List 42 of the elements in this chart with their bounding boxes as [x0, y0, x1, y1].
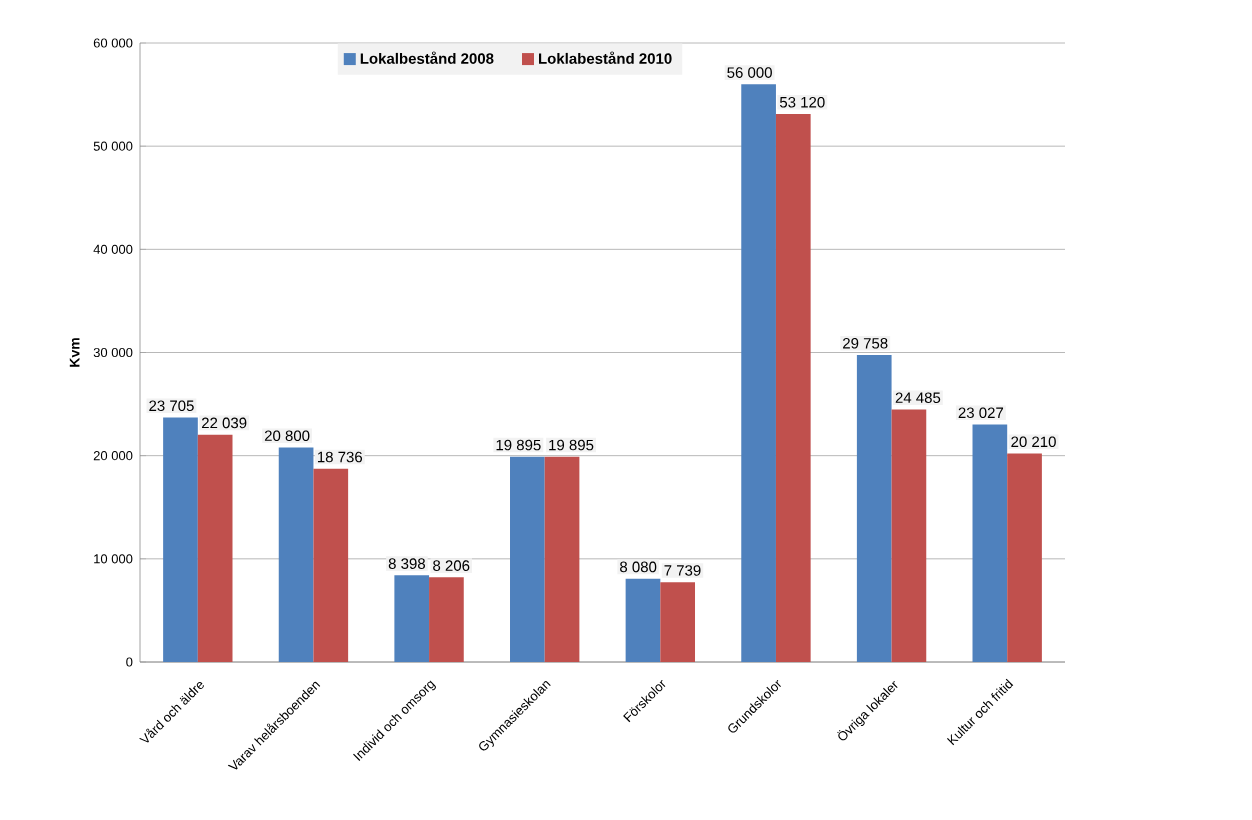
y-tick-label: 0 — [126, 657, 133, 667]
y-axis-title: Kvm — [69, 338, 80, 367]
data-label: 23 705 — [149, 400, 194, 412]
bar — [197, 434, 233, 662]
bar — [429, 577, 464, 662]
data-label: 20 210 — [1011, 436, 1056, 448]
data-label: 8 398 — [388, 558, 425, 569]
bar — [972, 424, 1008, 662]
data-label: 8 080 — [620, 561, 657, 573]
data-label: 19 895 — [549, 439, 594, 451]
data-label: 8 206 — [433, 560, 470, 571]
bar — [163, 417, 198, 662]
data-label: 53 120 — [779, 96, 825, 108]
data-label: 22 039 — [201, 417, 247, 429]
bar — [856, 355, 892, 662]
data-label: 23 027 — [958, 407, 1004, 419]
bar — [510, 456, 545, 662]
bar — [544, 456, 580, 662]
data-label: 56 000 — [727, 67, 772, 78]
bar — [775, 113, 811, 662]
y-tick-label: 10 000 — [94, 554, 133, 564]
bar — [741, 84, 776, 662]
y-tick-label: 40 000 — [93, 244, 133, 254]
data-label: 18 736 — [317, 451, 363, 463]
bar — [394, 575, 430, 662]
bar — [660, 582, 696, 662]
y-tick-label: 60 000 — [93, 38, 133, 48]
data-label: 20 800 — [264, 430, 310, 442]
data-label: 7 739 — [664, 565, 701, 576]
bar — [313, 468, 349, 662]
bar — [625, 578, 661, 662]
bar — [278, 447, 314, 662]
data-label: 19 895 — [496, 439, 541, 451]
data-label: 24 485 — [895, 392, 941, 404]
legend-label: Lokalbestånd 2008 — [360, 51, 494, 64]
bar — [891, 409, 927, 662]
data-label: 29 758 — [843, 337, 888, 349]
y-tick-label: 50 000 — [93, 141, 133, 151]
legend-label: Loklabestånd 2010 — [539, 51, 672, 64]
y-tick-label: 20 000 — [93, 451, 133, 461]
bar — [1007, 453, 1042, 662]
y-tick-label: 30 000 — [93, 347, 133, 358]
